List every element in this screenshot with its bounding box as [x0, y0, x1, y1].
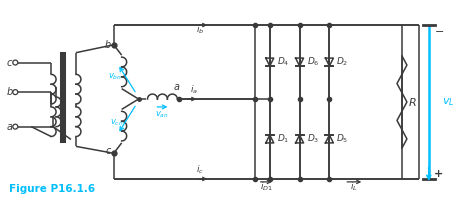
- Text: $D_6$: $D_6$: [307, 56, 319, 68]
- Text: $v_{cn}$: $v_{cn}$: [110, 118, 124, 128]
- Text: $i_a$: $i_a$: [190, 83, 198, 96]
- Text: $v_{an}$: $v_{an}$: [155, 109, 169, 120]
- Text: $v_{bn}$: $v_{bn}$: [108, 72, 122, 82]
- Text: a: a: [6, 122, 12, 132]
- Text: c: c: [106, 146, 111, 156]
- Text: $D_4$: $D_4$: [277, 56, 290, 68]
- Text: b: b: [105, 40, 111, 50]
- Text: $D_1$: $D_1$: [277, 133, 289, 145]
- Text: $v_L$: $v_L$: [442, 96, 454, 108]
- Text: $i_{D1}$: $i_{D1}$: [260, 181, 273, 193]
- Text: $i_L$: $i_L$: [350, 181, 358, 193]
- Text: $i_b$: $i_b$: [196, 24, 204, 36]
- Text: Figure P16.1.6: Figure P16.1.6: [9, 184, 95, 194]
- Text: $i_c$: $i_c$: [196, 163, 204, 176]
- Text: a: a: [173, 82, 179, 92]
- Text: c: c: [6, 58, 12, 67]
- Text: $-$: $-$: [434, 25, 444, 35]
- Text: b: b: [6, 87, 12, 97]
- Text: $R$: $R$: [408, 96, 416, 108]
- Text: $D_5$: $D_5$: [337, 133, 349, 145]
- Text: $D_2$: $D_2$: [337, 56, 349, 68]
- Text: +: +: [434, 169, 443, 179]
- Text: $D_3$: $D_3$: [307, 133, 319, 145]
